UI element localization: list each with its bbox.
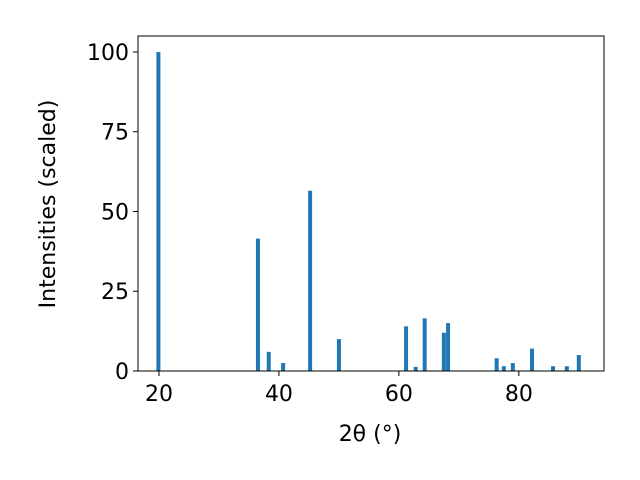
x-axis-label: 2θ (°) bbox=[339, 422, 402, 447]
y-tick-label: 50 bbox=[101, 200, 129, 225]
y-tick-label: 75 bbox=[101, 121, 129, 146]
bar bbox=[530, 348, 535, 371]
bar bbox=[281, 363, 286, 371]
bar bbox=[576, 355, 581, 371]
bar bbox=[255, 238, 260, 371]
x-tick-label: 80 bbox=[505, 382, 533, 407]
x-tick-label: 20 bbox=[145, 382, 173, 407]
x-tick-label: 60 bbox=[385, 382, 413, 407]
bar bbox=[501, 366, 506, 371]
bar bbox=[413, 366, 418, 371]
bar bbox=[266, 351, 271, 371]
bar bbox=[404, 326, 409, 371]
bar bbox=[422, 318, 427, 371]
y-tick-label: 25 bbox=[101, 280, 129, 305]
bar bbox=[336, 339, 341, 371]
bar bbox=[510, 363, 515, 371]
bar bbox=[156, 51, 161, 371]
bar bbox=[441, 332, 446, 371]
y-axis-label: Intensities (scaled) bbox=[36, 100, 61, 309]
plot-frame bbox=[137, 35, 605, 372]
bar bbox=[551, 366, 556, 371]
y-tick-label: 0 bbox=[115, 360, 129, 385]
bar bbox=[308, 190, 313, 371]
bar bbox=[494, 358, 499, 371]
bar bbox=[564, 366, 569, 371]
bar bbox=[446, 323, 451, 371]
x-tick-label: 40 bbox=[265, 382, 293, 407]
y-tick-label: 100 bbox=[87, 41, 129, 66]
